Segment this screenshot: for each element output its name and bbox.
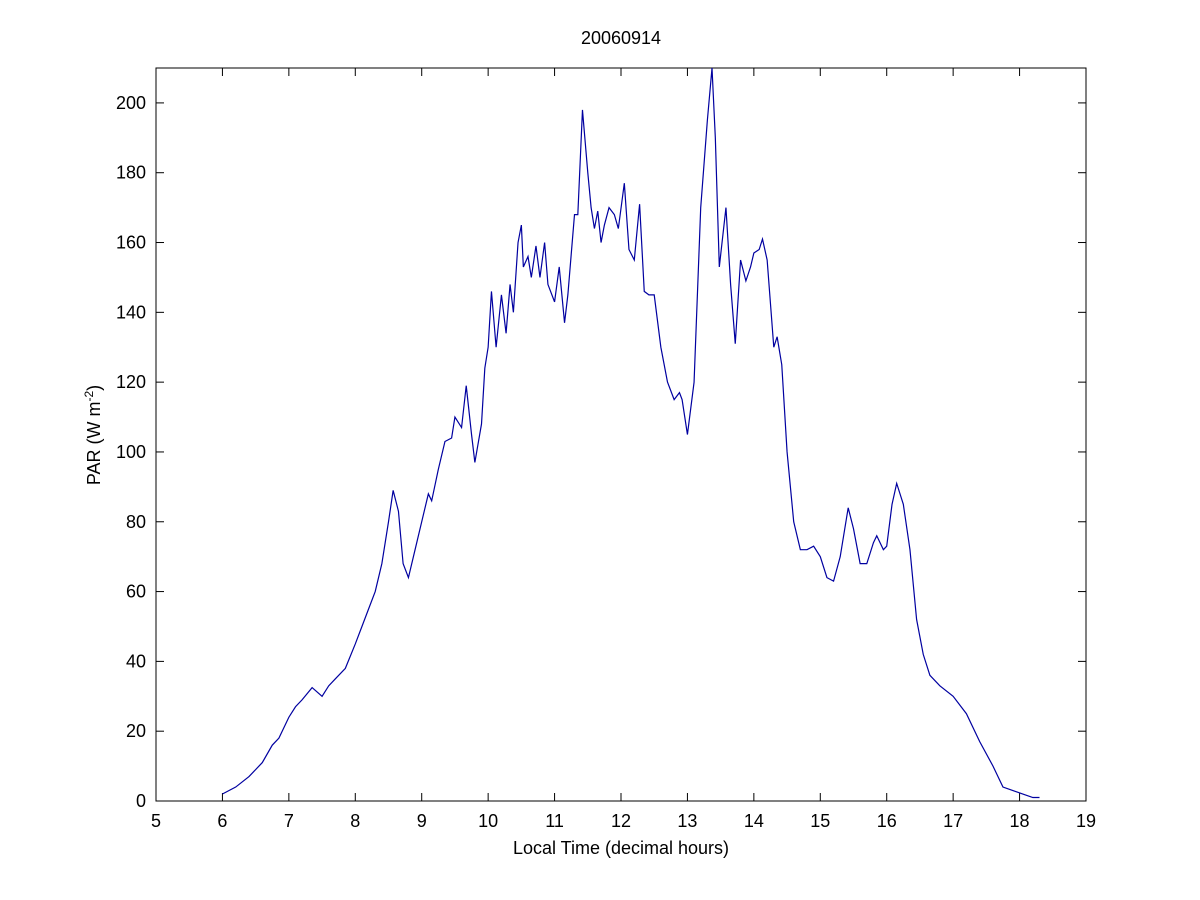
x-tick-label: 5 [151,811,161,831]
x-tick-label: 16 [877,811,897,831]
y-tick-label: 180 [116,163,146,183]
x-tick-label: 12 [611,811,631,831]
y-tick-label: 160 [116,233,146,253]
y-tick-label: 120 [116,372,146,392]
x-tick-label: 11 [545,811,564,831]
x-tick-label: 19 [1076,811,1096,831]
chart-title: 20060914 [581,28,661,48]
x-tick-label: 17 [943,811,963,831]
data-line [222,67,1040,799]
x-tick-label: 8 [350,811,360,831]
x-tick-label: 6 [217,811,227,831]
y-tick-label: 200 [116,93,146,113]
y-axis-label-text: PAR (W m [84,402,104,486]
x-axis-label: Local Time (decimal hours) [513,838,729,858]
y-tick-label: 0 [136,791,146,811]
y-tick-label: 100 [116,442,146,462]
y-tick-label: 40 [126,651,146,671]
y-axis-label: PAR (W m-2) [82,385,104,485]
y-tick-label: 80 [126,512,146,532]
x-tick-label: 14 [744,811,764,831]
y-tick-label: 60 [126,582,146,602]
x-tick-label: 9 [417,811,427,831]
y-axis-label-suffix: ) [84,385,104,391]
y-tick-label: 140 [116,302,146,322]
y-tick-label: 20 [126,721,146,741]
x-tick-label: 18 [1010,811,1030,831]
x-tick-label: 7 [284,811,294,831]
x-tick-label: 10 [478,811,498,831]
y-axis-label-superscript: -2 [82,391,96,402]
x-tick-label: 13 [677,811,697,831]
x-tick-label: 15 [810,811,830,831]
